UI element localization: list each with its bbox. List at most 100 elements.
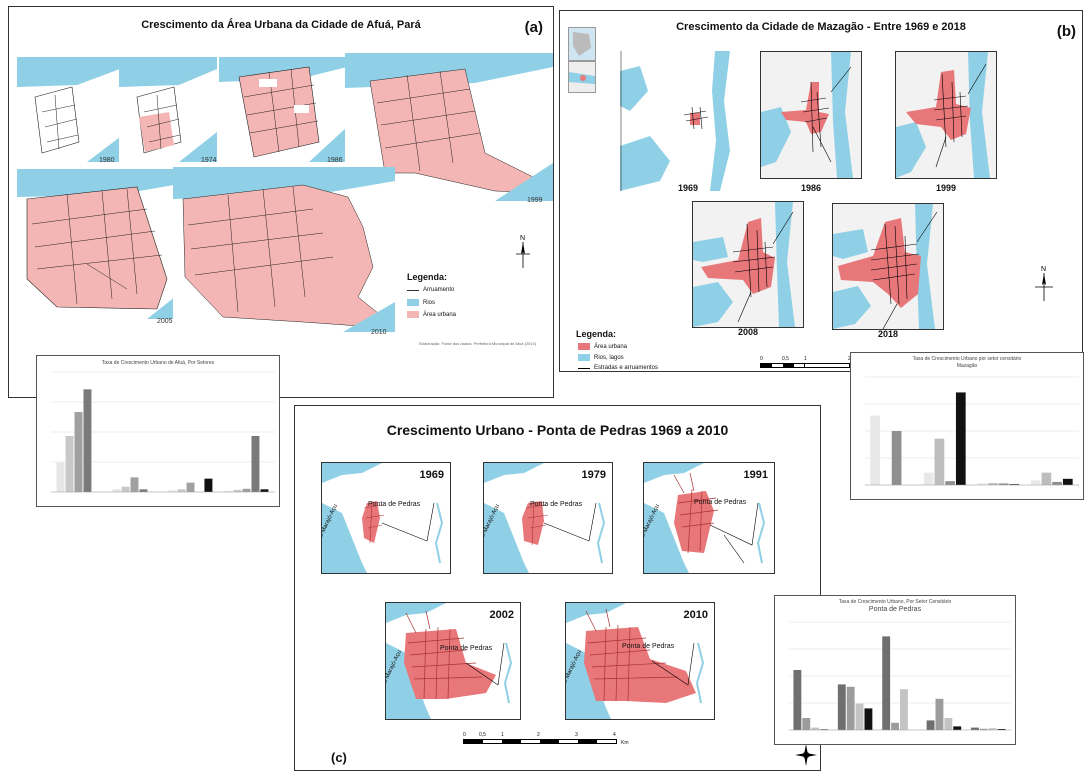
bar [224,490,233,492]
bar [65,436,74,492]
bar [855,703,864,730]
mazagao-chart-subtitle: Mazagão [956,363,978,369]
bar [979,728,988,730]
ponta-chart-subtitle: Ponta de Pedras [868,606,922,613]
mazagao-panel: Crescimento da Cidade de Mazagão - Entre… [559,10,1083,372]
north-arrow-icon: N [1035,266,1053,301]
mazagao-legend-item-urban: Área urbana [578,343,627,350]
mazagao-scale-bar: 0 0,5 1 2 [760,356,870,368]
scale-tick-label: 0 [760,356,763,362]
ponta-chart-title: Taxa de Crescimento Urbano, Por Setor Ce… [838,599,952,605]
bar [251,436,260,492]
scale-tick-label: 1 [804,356,807,362]
bar [846,686,855,730]
scale-tick-label: 0,5 [782,356,789,362]
scale-tick-label: 1 [501,732,504,738]
bar [1030,480,1041,485]
bar [944,718,953,730]
bar [864,708,873,730]
scale-tick-label: 2 [848,356,851,362]
ponta-map-1969: 1969 Ponta de Pedras Rio Marajó-Açu [321,462,451,574]
mazagao-map-2008 [692,201,804,328]
bar [945,481,955,485]
ponta-place-label: Ponta de Pedras [530,501,583,508]
bar [891,722,899,730]
afua-map-2010 [173,167,395,332]
ponta-place-label: Ponta de Pedras [368,501,421,508]
bar [793,670,802,730]
bar [204,478,213,492]
afua-panel: Crescimento da Área Urbana da Cidade de … [8,6,554,398]
ponta-bar-chart [789,621,1011,731]
bar [923,472,934,485]
ponta-panel: Crescimento Urbano - Ponta de Pedras 196… [294,405,821,771]
scale-tick-label: 0 [463,732,466,738]
bar [233,489,242,492]
north-arrow-icon: N [516,235,530,268]
afua-legend-item-urban: Área urbana [407,311,456,318]
bar [988,728,997,730]
mazagao-map-1999 [895,51,997,179]
afua-year-1: 1980 [99,157,115,164]
bar [802,718,811,730]
legend-label: Rios, lagos [594,354,624,361]
mazagao-year-1: 1969 [678,183,699,193]
mazagao-legend-title: Legenda: [576,329,617,339]
mazagao-legend-item-water: Rios, lagos [578,354,624,361]
mazagao-year-3: 1999 [936,183,957,193]
ponta-place-label: Ponta de Pedras [694,499,747,506]
bar [186,482,195,492]
legend-label: Arruamento [423,287,455,293]
bar [953,726,962,730]
bar [1052,481,1062,485]
compass-icon [795,744,817,766]
bar [1009,484,1020,485]
mazagao-inset-map-2 [568,61,596,93]
legend-swatch [407,299,419,306]
bar [1062,478,1073,485]
mazagao-year-2: 1986 [801,183,822,193]
mazagao-legend-item-roads: Estradas e arruamentos [578,365,658,371]
bar [955,392,966,485]
ponta-map-1991: 1991 Ponta de Pedras Rio Marajó-Açu [643,462,775,574]
ponta-map-2002: 2002 Ponta de Pedras Rio Marajó-Açu [385,602,521,720]
ponta-map-2010: 2010 Ponta de Pedras Rio Marajó-Açu [565,602,715,720]
mazagao-title: Crescimento da Cidade de Mazagão - Entre… [676,21,966,33]
legend-swatch [578,343,590,350]
mazagao-chart: Taxa de Crescimento Urbano por setor cen… [850,352,1084,500]
scale-unit: Km [621,740,629,746]
afua-chart-title: Taxa de Crescimento Urbano de Afuá, Por … [101,360,215,366]
bar [112,489,121,492]
bar [242,488,251,492]
ponta-scale-bar: 0 0,5 1 2 3 4 Km [463,732,633,746]
ponta-year-1: 1969 [419,469,444,481]
ponta-year-3: 1991 [743,469,768,481]
scale-tick-label: 3 [575,732,578,738]
mazagao-panel-label: (b) [1056,23,1076,40]
afua-year-3: 1986 [327,157,343,164]
afua-legend-item-streets: Arruamento [407,287,454,293]
bar [56,462,65,492]
ponta-year-2: 1979 [581,469,606,481]
bar [168,490,177,492]
afua-year-4: 1999 [527,197,543,204]
ponta-panel-label: (c) [331,750,347,765]
mazagao-year-4: 2008 [738,327,759,337]
legend-swatch [578,354,590,361]
afua-bar-chart [51,371,275,493]
afua-map-2005 [17,169,185,319]
bar [74,412,83,492]
ponta-year-4: 2002 [489,609,514,621]
bar [891,431,902,485]
afua-legend-title: Legenda: [407,272,448,282]
mazagao-inset-map [568,27,596,61]
svg-text:N: N [1041,266,1046,273]
bar [1041,472,1052,485]
scale-tick-label: 0,5 [479,732,486,738]
legend-line-swatch [407,289,419,291]
bar [971,727,979,730]
bar [121,486,130,492]
legend-label: Área urbana [423,311,457,318]
afua-panel-label: (a) [524,19,543,36]
afua-map-1974 [119,57,217,162]
